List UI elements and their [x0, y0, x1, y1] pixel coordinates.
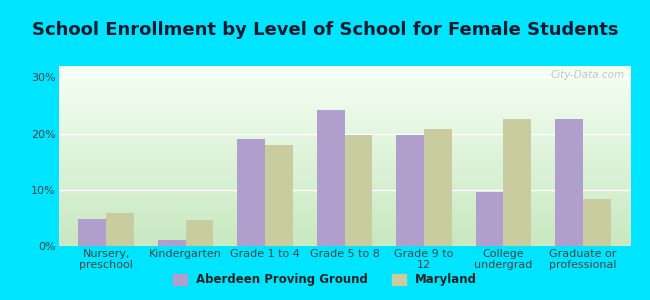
Bar [344, 135, 372, 246]
Bar [555, 119, 583, 246]
Bar [106, 213, 134, 246]
Bar [158, 240, 186, 246]
Legend: Aberdeen Proving Ground, Maryland: Aberdeen Proving Ground, Maryland [168, 269, 482, 291]
Bar [583, 199, 610, 246]
Bar [79, 219, 106, 246]
Bar [503, 119, 531, 246]
Bar [237, 139, 265, 246]
Text: School Enrollment by Level of School for Female Students: School Enrollment by Level of School for… [32, 21, 618, 39]
Bar [317, 110, 345, 246]
Bar [424, 129, 452, 246]
Text: City-Data.com: City-Data.com [551, 70, 625, 80]
Bar [476, 192, 503, 246]
Bar [396, 135, 424, 246]
Bar [265, 145, 293, 246]
Bar [186, 220, 213, 246]
